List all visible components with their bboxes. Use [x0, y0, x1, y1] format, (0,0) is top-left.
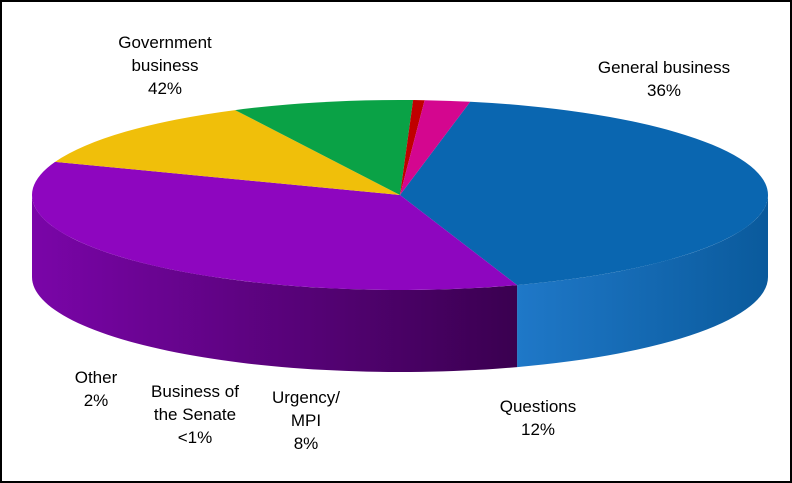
label-text: General business	[598, 58, 730, 77]
label-other: Other 2%	[75, 368, 118, 410]
label-text: Government	[118, 33, 212, 52]
slice-general-business	[31, 161, 518, 290]
label-text: business	[131, 56, 198, 75]
label-urgency-mpi: Urgency/MPI 8%	[272, 388, 340, 453]
label-text: Questions	[500, 397, 577, 416]
slice-side-government-business	[517, 195, 768, 368]
label-value: 12%	[521, 420, 555, 439]
label-text: Business of	[151, 382, 239, 401]
label-value: 42%	[148, 79, 182, 98]
slice-side-general-business	[32, 195, 518, 372]
label-value: 8%	[294, 434, 319, 453]
label-business-of-the-senate: Business of the Senate <1%	[151, 382, 239, 447]
label-government-business: Government business 42%	[118, 33, 212, 98]
label-text: Urgency/	[272, 388, 340, 407]
slice-government-business	[400, 101, 769, 286]
label-text: the Senate	[154, 405, 236, 424]
label-value: <1%	[178, 428, 213, 447]
slice-urgency-mpi	[235, 100, 414, 195]
label-questions: Questions 12%	[500, 397, 577, 439]
slice-business-of-the-senate	[400, 100, 425, 195]
slice-questions	[55, 110, 400, 195]
label-text: Other	[75, 368, 118, 387]
label-text: MPI	[291, 411, 321, 430]
label-general-business: General business 36%	[598, 58, 730, 100]
slice-other	[400, 100, 471, 195]
label-value: 2%	[84, 391, 109, 410]
label-value: 36%	[647, 81, 681, 100]
